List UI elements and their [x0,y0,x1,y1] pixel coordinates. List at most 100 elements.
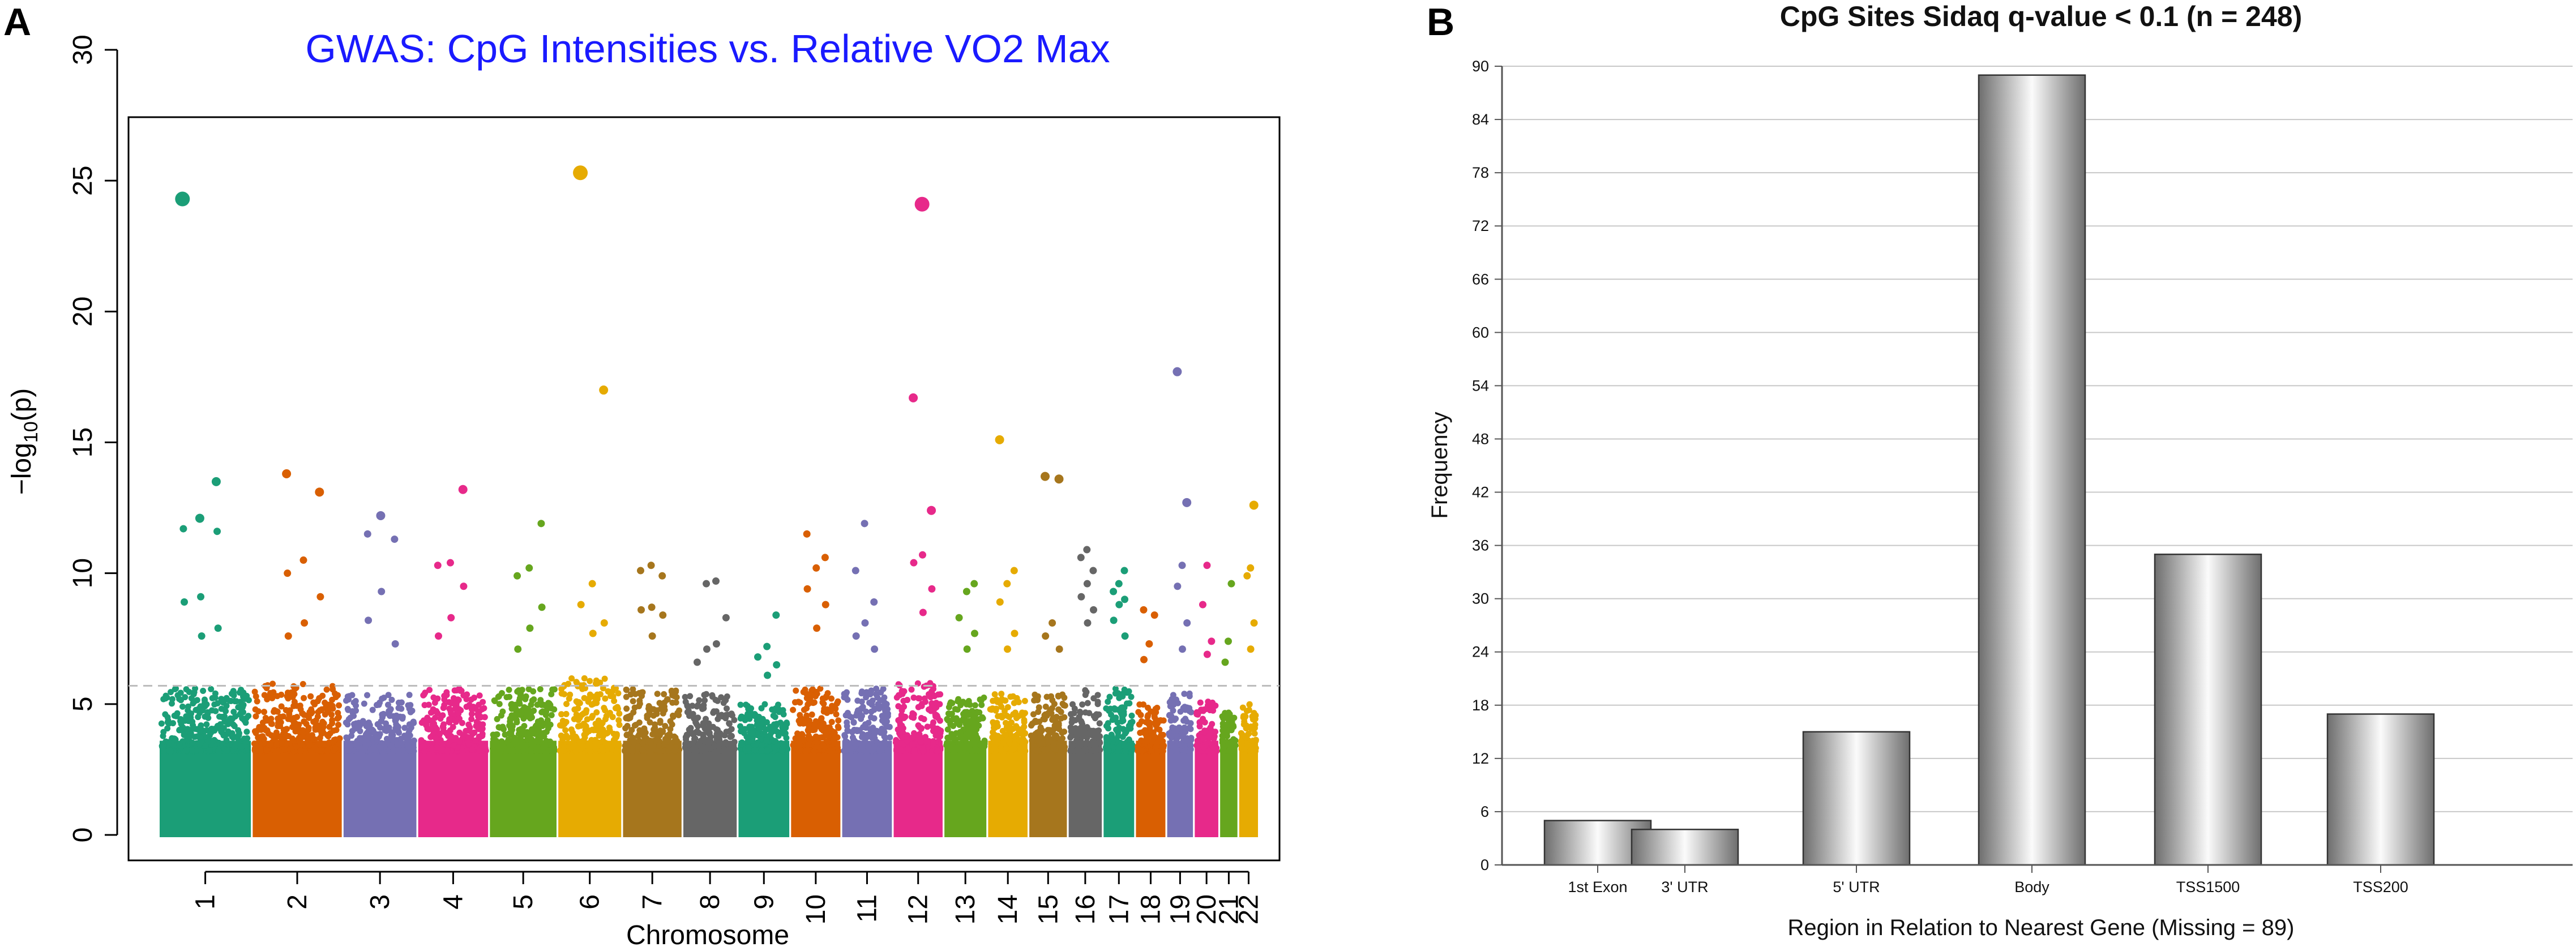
chromosome-6-hit [589,629,597,637]
chromosome-19-points [1166,367,1195,837]
bar-chart-x-axis: 1st Exon 3' UTR 5' UTR Body TSS1500 TSS200 [1568,865,2408,895]
chromosome-22-point [1246,701,1253,708]
chromosome-2-point [316,747,323,754]
manhattan-y-tick-label: 25 [68,165,98,195]
chromosome-5-point [545,725,551,732]
chromosome-18-hit [1140,606,1148,614]
chromosome-12-point [933,700,940,706]
chromosome-10-point [802,686,808,693]
bar-5-utr [1802,731,1911,866]
chromosome-12-point [896,719,903,726]
bar-chart-y-tick-label: 0 [1480,856,1489,873]
chromosome-label: 8 [695,894,725,910]
chromosome-14-point [1021,710,1028,717]
chromosome-15-point [1060,748,1067,755]
chromosome-2-point [297,748,303,755]
chromosome-3-point [401,725,408,731]
chromosome-2-point [263,717,270,724]
chromosome-6-point [592,745,599,752]
chromosome-6-point [610,736,617,743]
chromosome-13-hit [970,580,978,588]
chromosome-11-point [882,739,888,745]
chromosome-5-point [537,686,544,693]
chromosome-10-point [805,700,812,707]
chromosome-7-point [661,703,668,710]
chromosome-13-point [979,747,986,753]
chromosome-2-point [314,713,321,720]
chromosome-13-point [953,715,960,722]
chromosome-18-hit [1140,655,1148,663]
chromosome-8-point [693,748,700,755]
chromosome-2-hit [284,569,292,577]
chromosome-14-point [994,736,1001,743]
chromosome-8-point [700,702,707,709]
chromosome-6-point [582,722,589,729]
chromosome-8-point [721,732,728,739]
chromosome-19-point [1169,699,1176,706]
chromosome-14-point [1015,699,1022,705]
chromosome-16-point [1094,712,1101,719]
chromosome-5-point [504,747,511,754]
bar-chart-y-tick-label: 42 [1472,484,1489,501]
chromosome-7-point [646,708,653,715]
chromosome-14-point [994,723,1001,730]
chromosome-16-point [1088,747,1095,754]
chromosome-2-point [316,707,323,714]
chromosome-16-point [1068,732,1075,739]
chromosome-1-point [202,742,209,749]
chromosome-22-point [1251,730,1258,737]
chromosome-5-point [505,736,512,743]
chromosome-3-hit [365,616,373,624]
chromosome-20-hit [1203,562,1211,569]
chromosome-1-hit [195,513,204,523]
chromosome-9-point [749,730,756,736]
chromosome-12-hit [919,551,927,559]
chromosome-2-hit [299,556,307,564]
chromosome-13-point [961,744,968,751]
chromosome-12-point [937,730,944,736]
chromosome-13-point [972,702,978,709]
chromosome-11-point [859,724,866,731]
chromosome-7-point [662,723,669,730]
chromosome-4-point [465,721,472,728]
bar-chart-y-tick-label: 12 [1472,750,1489,767]
chromosome-4-point [468,715,475,722]
chromosome-4-point [421,691,427,698]
chromosome-12-point [930,727,936,734]
chromosome-13-point [945,710,952,717]
chromosome-2-point [319,692,326,699]
chromosome-5-point [515,687,522,694]
chromosome-label: 2 [283,894,313,910]
chromosome-1-point [192,706,199,713]
chromosome-8-point [720,700,727,706]
chromosome-12-point [928,700,935,706]
chromosome-1-point [226,717,233,723]
chromosome-7-point [657,748,664,755]
chromosome-5-point [491,739,498,745]
chromosome-13-point [952,706,958,713]
chromosome-13-point [962,731,969,738]
chromosome-1-point [203,727,210,734]
chromosome-20-hit [1208,637,1216,645]
chromosome-20-point [1194,711,1201,718]
bar-chart-category-label: Body [2014,879,2049,895]
chromosome-7-hit [636,567,644,575]
chromosome-11-point [871,706,878,713]
chromosome-2-point [270,734,277,740]
chromosome-7-hit [648,603,656,611]
chromosome-16-point [1084,724,1090,731]
chromosome-3-point [343,719,349,726]
chromosome-22-hit [1247,645,1255,653]
chromosome-2-point [326,739,333,746]
chromosome-7-point [650,712,657,719]
chromosome-13-point [965,725,972,731]
chromosome-8-point [707,734,714,740]
chromosome-3-point [380,710,387,717]
chromosome-11-point [868,748,875,755]
chromosome-11-point [883,701,890,708]
bar-chart-category-label: 5' UTR [1833,879,1880,895]
chromosome-14-point [1007,736,1013,743]
chromosome-7-hit [647,562,655,569]
manhattan-plot-frame [127,116,1281,862]
chromosome-2-point [335,692,341,699]
